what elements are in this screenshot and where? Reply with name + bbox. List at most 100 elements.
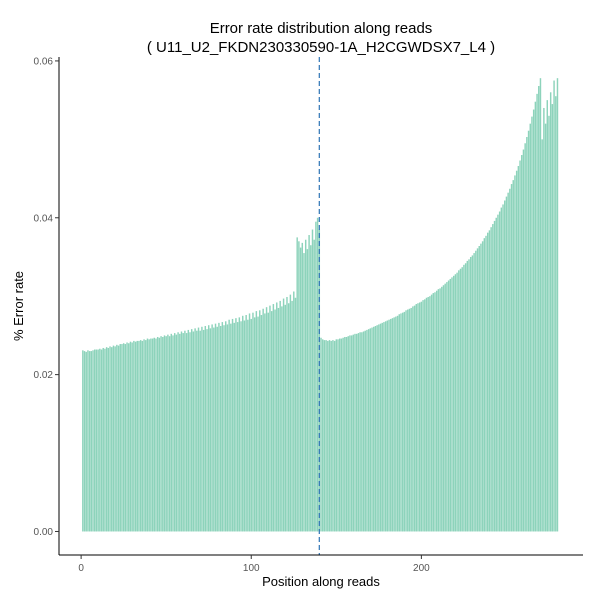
read1-bar-57 [177, 332, 179, 532]
read1-bar-139 [316, 217, 319, 532]
read2-bar-280 [556, 78, 559, 532]
read1-bar-98 [247, 319, 249, 532]
read2-bar-222 [458, 270, 460, 532]
read2-bar-209 [435, 290, 438, 532]
read2-bar-226 [464, 263, 467, 532]
read2-bar-166 [362, 331, 365, 532]
read2-bar-182 [390, 318, 392, 532]
y-axis-ticks: 0.00 0.02 0.04 0.06 [34, 56, 59, 538]
read2-bar-211 [439, 288, 441, 532]
read1-bar-53 [170, 333, 173, 532]
read2-bar-266 [532, 109, 535, 532]
read2-bar-207 [432, 293, 435, 532]
read2-bar-189 [401, 312, 404, 532]
read2-bar-234 [478, 246, 480, 532]
read1-bar-47 [160, 336, 162, 532]
read1-bar-123 [289, 294, 292, 532]
read1-bar-27 [126, 342, 128, 532]
read2-bar-174 [376, 325, 378, 532]
read1-bar-13 [102, 347, 104, 532]
read2-bar-186 [396, 315, 399, 532]
read1-bar-127 [296, 237, 298, 532]
read1-bar-124 [291, 300, 293, 532]
read2-bar-145 [327, 340, 329, 532]
read2-bar-170 [369, 328, 372, 532]
read2-bar-241 [490, 227, 492, 532]
read2-bar-269 [538, 86, 540, 532]
read1-bar-34 [138, 340, 140, 532]
read2-bar-236 [481, 241, 484, 532]
read2-bar-228 [468, 259, 470, 532]
read1-bar-116 [277, 307, 280, 532]
x-tick-label: 0 [78, 563, 84, 574]
read2-bar-274 [546, 100, 548, 532]
read1-bar-125 [293, 291, 295, 532]
read1-bar-22 [117, 345, 120, 532]
read2-bar-197 [415, 304, 417, 532]
read1-bar-36 [141, 340, 144, 532]
read1-bar-26 [124, 344, 127, 532]
read2-bar-153 [340, 338, 343, 532]
read2-bar-150 [335, 339, 338, 532]
read1-bar-33 [136, 340, 138, 532]
read2-bar-275 [548, 115, 550, 532]
read1-bar-17 [109, 346, 111, 532]
read1-bar-78 [213, 327, 215, 532]
read1-bar-24 [121, 344, 123, 532]
read1-bar-62 [185, 333, 188, 532]
read2-bar-264 [529, 123, 531, 532]
read2-bar-163 [357, 333, 360, 532]
read1-bar-105 [259, 310, 261, 532]
read1-bar-10 [97, 349, 99, 532]
read2-bar-278 [553, 80, 555, 532]
read1-bar-80 [216, 326, 218, 532]
read1-bar-138 [315, 221, 317, 532]
read2-bar-158 [349, 335, 351, 532]
read1-bar-1 [82, 350, 84, 532]
read1-bar-104 [257, 316, 259, 532]
read1-bar-112 [270, 311, 273, 532]
read1-bar-11 [99, 348, 101, 532]
read1-bar-93 [238, 317, 241, 532]
read2-bar-185 [395, 316, 397, 532]
read2-bar-160 [352, 334, 355, 532]
read1-bar-84 [223, 325, 225, 532]
read1-bar-45 [156, 336, 159, 532]
read2-bar-260 [522, 149, 525, 532]
read1-bar-73 [204, 326, 207, 532]
read2-bar-273 [544, 123, 547, 532]
read1-bar-134 [308, 235, 310, 532]
read2-bar-225 [463, 264, 465, 532]
read1-bar-9 [95, 349, 98, 532]
read2-bar-261 [524, 143, 526, 532]
read1-bar-97 [245, 315, 247, 532]
read1-bar-103 [255, 311, 258, 532]
read2-bar-231 [473, 253, 475, 532]
read1-bar-40 [148, 339, 150, 532]
read1-bar-135 [310, 245, 312, 532]
read2-bar-253 [510, 184, 513, 532]
read2-bar-262 [526, 136, 528, 532]
read1-bar-44 [155, 338, 157, 532]
read2-bar-240 [488, 230, 491, 532]
bar-series [82, 78, 559, 532]
read2-bar-271 [541, 139, 543, 532]
x-axis-ticks: 0 100 200 [78, 555, 430, 574]
read2-bar-165 [361, 332, 363, 532]
read2-bar-210 [437, 289, 440, 532]
read1-bar-89 [231, 318, 234, 532]
read2-bar-198 [417, 303, 419, 532]
read1-bar-3 [85, 351, 87, 532]
read2-bar-235 [480, 243, 482, 532]
read2-bar-212 [441, 286, 443, 532]
read2-bar-143 [323, 340, 326, 532]
read2-bar-276 [549, 92, 552, 532]
read1-bar-14 [104, 348, 106, 532]
read2-bar-258 [519, 160, 521, 532]
y-tick-label: 0.00 [34, 527, 54, 538]
read2-bar-171 [371, 327, 373, 532]
read2-bar-190 [403, 311, 406, 532]
read1-bar-95 [242, 315, 244, 532]
read1-bar-31 [133, 340, 135, 532]
read1-bar-94 [240, 321, 242, 532]
